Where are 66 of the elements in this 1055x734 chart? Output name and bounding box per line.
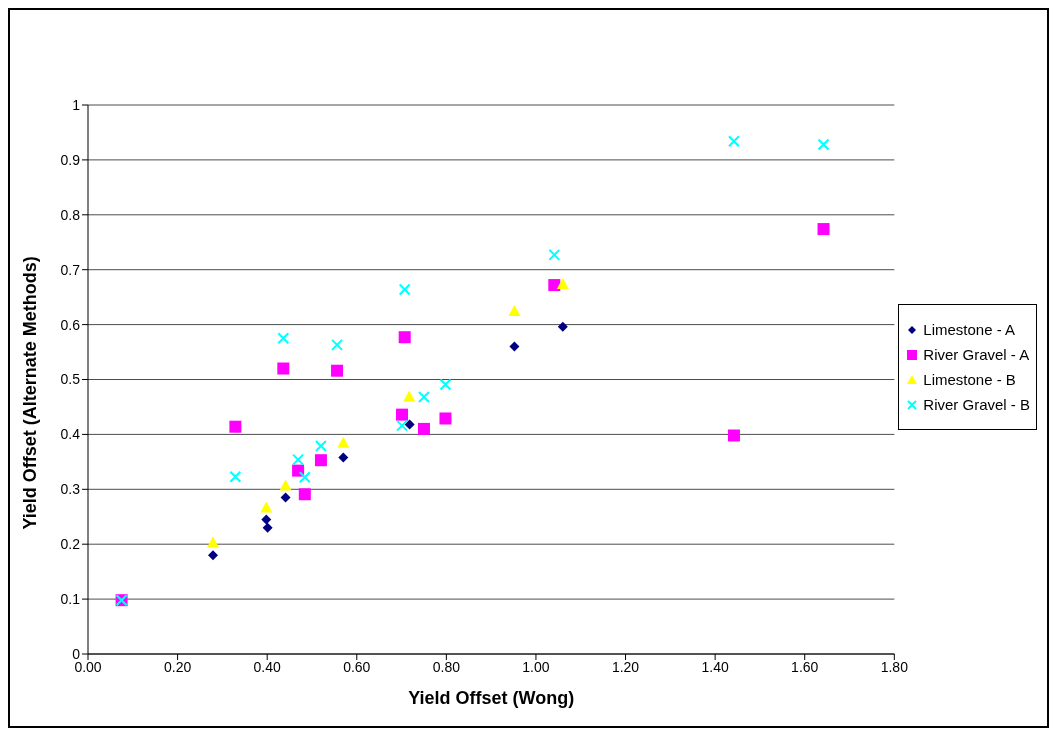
y-tick-label: 0.6: [60, 316, 81, 333]
point: [260, 501, 273, 513]
y-tick-label: 0.3: [60, 481, 81, 498]
point: [280, 492, 291, 503]
x-tick-label: 0.60: [343, 658, 371, 675]
point: [314, 454, 327, 467]
y-tick-label: 0.5: [60, 371, 81, 388]
point: [277, 332, 290, 345]
legend-label: Limestone - A: [923, 321, 1016, 338]
point: [398, 331, 411, 344]
point: [508, 304, 521, 316]
point: [727, 135, 740, 148]
point: [509, 341, 520, 352]
point: [556, 277, 569, 289]
x-tick-label: 1.00: [522, 658, 550, 675]
x-tick-label: 0.80: [432, 658, 461, 675]
y-tick-label: 0.2: [60, 536, 81, 553]
y-tick-label: 1: [72, 96, 81, 113]
x-tick-label: 0.40: [253, 658, 282, 675]
point: [557, 321, 568, 332]
x-tick-label: 1.80: [880, 658, 909, 675]
point: [548, 279, 561, 292]
point: [396, 419, 409, 432]
y-tick-label: 0.1: [60, 591, 81, 608]
point: [439, 378, 452, 391]
point: [279, 479, 292, 491]
point: [298, 471, 311, 484]
point: [261, 514, 272, 525]
point: [229, 420, 242, 433]
point: [331, 338, 344, 351]
point: [439, 412, 452, 425]
x-tick-label: 1.20: [611, 658, 640, 675]
point: [262, 522, 273, 533]
point: [229, 470, 242, 483]
x-tick-label: 0.20: [163, 658, 192, 675]
point: [817, 223, 830, 236]
point: [206, 536, 219, 548]
point: [331, 364, 344, 377]
point: [403, 390, 416, 402]
point: [398, 283, 411, 296]
x-axis-title: Yield Offset (Wong): [408, 688, 575, 708]
point: [417, 422, 430, 435]
point: [727, 429, 740, 442]
point: [417, 391, 430, 404]
point: [314, 439, 327, 452]
legend-label: River Gravel - B: [923, 396, 1030, 413]
point: [207, 550, 218, 561]
point: [292, 453, 305, 466]
legend-label: River Gravel - A: [923, 346, 1030, 363]
point: [292, 464, 305, 477]
point: [338, 452, 349, 463]
point: [337, 436, 350, 448]
y-tick-label: 0.9: [60, 151, 81, 168]
y-axis-title: Yield Offset (Alternate Methods): [20, 256, 41, 530]
x-tick-label: 1.60: [791, 658, 819, 675]
y-tick-label: 0.8: [60, 206, 81, 223]
y-tick-label: 0.7: [60, 261, 81, 278]
x-tick-label: 1.40: [701, 658, 729, 675]
point: [298, 488, 311, 501]
point: [548, 248, 561, 261]
y-tick-label: 0.4: [60, 426, 81, 443]
point: [396, 408, 409, 421]
point: [404, 419, 415, 430]
point: [277, 362, 290, 375]
legend-label: Limestone - B: [923, 371, 1016, 388]
point: [817, 138, 830, 151]
